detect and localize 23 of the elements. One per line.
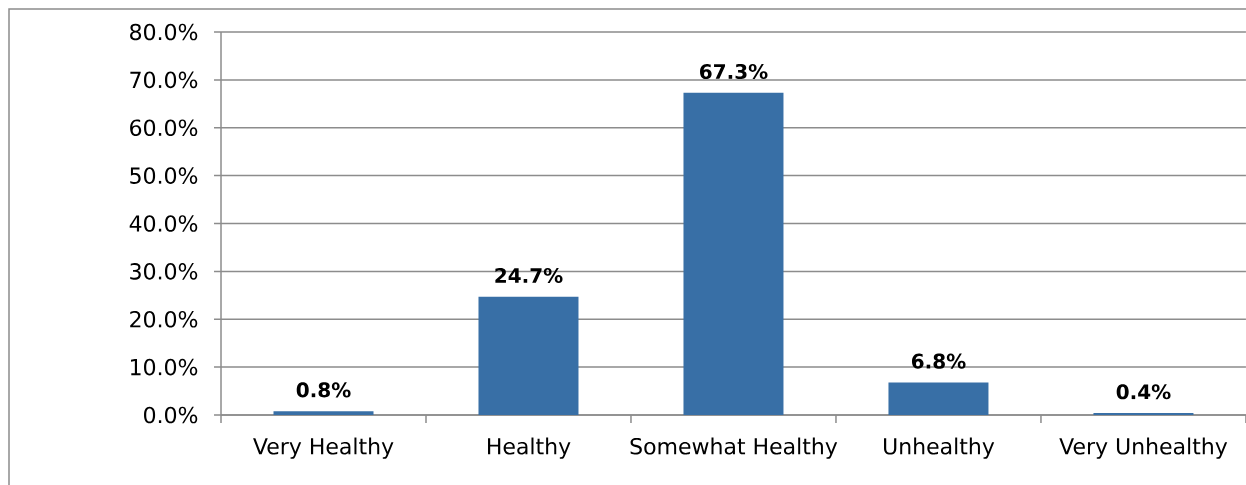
bar <box>683 92 784 415</box>
bar <box>888 382 989 415</box>
y-tick-label: 40.0% <box>129 215 198 232</box>
y-tick-label: 20.0% <box>130 310 198 328</box>
y-tick-label: 0.0% <box>144 406 198 424</box>
bar <box>273 411 374 415</box>
y-tick-label: 60.0% <box>130 119 198 137</box>
x-tick-label: Unhealthy <box>884 437 995 459</box>
x-tick-label: Very Unhealthy <box>1059 437 1228 459</box>
data-label: 6.8% <box>911 353 966 369</box>
y-tick-label: 30.0% <box>130 263 198 280</box>
bar <box>478 296 579 415</box>
data-label: 0.4% <box>1116 384 1171 400</box>
data-label: 0.8% <box>296 382 351 398</box>
y-tick-label: 80.0% <box>130 23 198 41</box>
x-tick-label: Very Healthy <box>253 437 394 459</box>
x-tick-label: Somewhat Healthy <box>630 437 838 459</box>
data-label: 24.7% <box>495 267 563 284</box>
x-tick-label: Healthy <box>488 437 571 459</box>
y-tick-label: 70.0% <box>130 71 198 89</box>
y-tick-label: 50.0% <box>130 167 198 184</box>
y-tick-label: 10.0% <box>131 358 198 376</box>
data-label: 67.3% <box>700 63 768 80</box>
